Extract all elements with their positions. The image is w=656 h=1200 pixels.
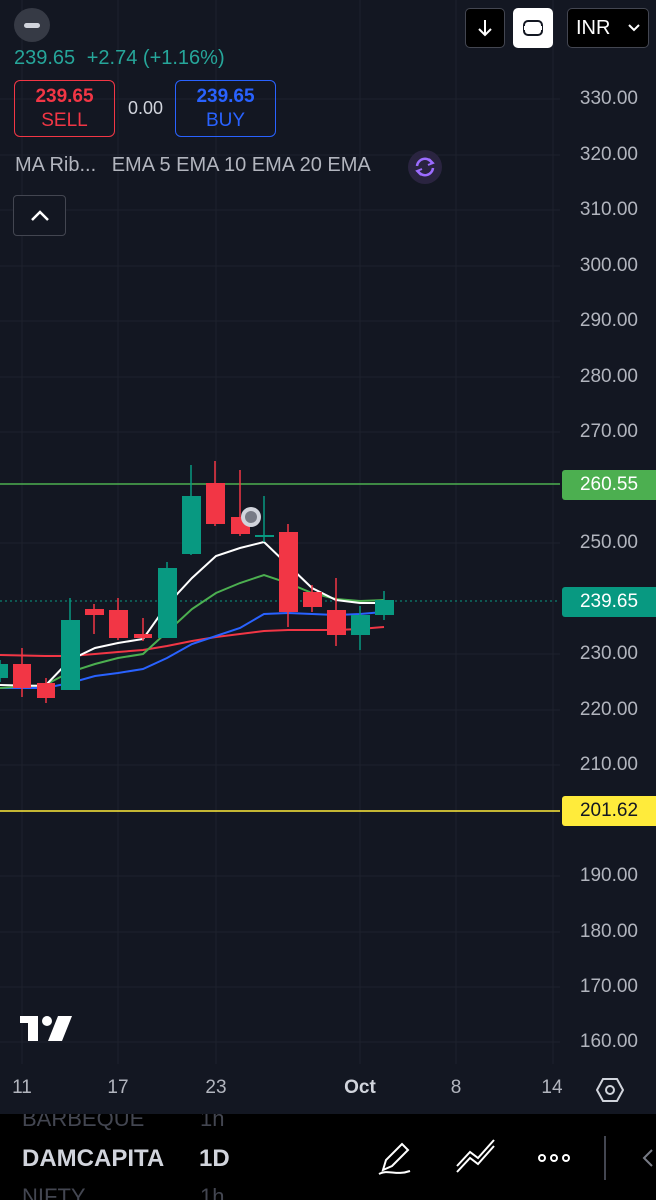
price-tick: 220.00: [579, 699, 638, 720]
price-tick: 270.00: [579, 421, 638, 442]
chevron-left-icon: [642, 1149, 653, 1167]
time-tick: 14: [541, 1077, 563, 1098]
time-tick: Oct: [344, 1077, 376, 1098]
draw-button[interactable]: [374, 1136, 416, 1178]
price-tick: 170.00: [579, 976, 638, 997]
arrow-down-icon: [478, 20, 492, 37]
ema20-line: [0, 611, 385, 689]
price-tick: 330.00: [579, 88, 638, 109]
quote-line: 239.65 +2.74 (+1.16%): [14, 47, 225, 70]
price-tick: 290.00: [579, 310, 638, 331]
expand-legend-button[interactable]: [13, 195, 66, 236]
fullscreen-button[interactable]: [513, 8, 553, 48]
time-tick: 11: [12, 1077, 32, 1098]
time-tick: 23: [205, 1077, 227, 1098]
refresh-icon: [415, 157, 435, 177]
chevron-up-icon: [30, 209, 49, 221]
buy-label: BUY: [205, 110, 246, 131]
price-tick: 320.00: [579, 144, 638, 165]
symbol-selector[interactable]: DAMCAPITA 1D: [22, 1145, 382, 1173]
level-badge-201: 201.62: [562, 796, 656, 826]
level-badge-260: 260.55: [562, 470, 656, 500]
price-tick: 300.00: [579, 255, 638, 276]
ema50-line: [0, 626, 385, 657]
ema10-line: [0, 573, 385, 689]
price-tick: 230.00: [579, 643, 638, 664]
buy-price: 239.65: [196, 86, 255, 107]
next-interval: 1h: [200, 1184, 225, 1200]
next-symbol: NIFTY: [22, 1184, 86, 1200]
drawing-tools-button[interactable]: [454, 1138, 498, 1178]
chart-canvas[interactable]: [0, 0, 656, 1114]
trend-lines-icon: [456, 1139, 495, 1173]
ema5-line: [0, 540, 384, 688]
chart-settings-button[interactable]: [590, 1071, 630, 1109]
sell-label: SELL: [41, 110, 88, 131]
current-price-badge: 239.65: [562, 587, 656, 617]
watchlist-next[interactable]: NIFTY 1h: [22, 1184, 224, 1200]
download-button[interactable]: [465, 8, 505, 48]
tradingview-logo: [20, 1016, 72, 1041]
price-tick: 190.00: [579, 865, 638, 886]
frame-icon: [523, 20, 543, 36]
ema-indicator-label[interactable]: EMA 5 EMA 10 EMA 20 EMA: [111, 154, 371, 176]
sell-button[interactable]: 239.65 SELL: [14, 80, 115, 137]
collapse-button[interactable]: [14, 8, 50, 42]
scroll-left-button[interactable]: [638, 1140, 656, 1176]
watchlist-prev[interactable]: BARBEQUE 1h: [22, 1114, 224, 1132]
price-tick: 160.00: [579, 1031, 638, 1052]
price-tick: 180.00: [579, 921, 638, 942]
buy-button[interactable]: 239.65 BUY: [175, 80, 276, 137]
chevron-down-icon: [628, 24, 640, 32]
price-tick: 280.00: [579, 366, 638, 387]
pencil-icon: [378, 1142, 411, 1175]
time-tick: 8: [450, 1077, 462, 1098]
time-tick: 17: [107, 1077, 129, 1098]
indicator-loading: [408, 150, 442, 184]
ribbon-indicator-label[interactable]: MA Rib...: [15, 154, 97, 176]
toolbar-divider: [604, 1136, 606, 1180]
price-tick: 210.00: [579, 754, 638, 775]
price-tick: 250.00: [579, 532, 638, 553]
symbol-name: DAMCAPITA: [22, 1145, 165, 1172]
price-change-pct: (+1.16%): [142, 47, 225, 69]
more-dots-icon: [538, 1154, 570, 1162]
indicator-legend[interactable]: MA Rib... EMA 5 EMA 10 EMA 20 EMA: [15, 154, 371, 177]
price-change: +2.74: [86, 47, 138, 69]
sell-price: 239.65: [35, 86, 94, 107]
minus-icon: [24, 22, 40, 28]
bottom-toolbar: BARBEQUE 1h DAMCAPITA 1D NIFTY 1h: [0, 1114, 656, 1200]
currency-select[interactable]: INR: [567, 8, 649, 48]
currency-value: INR: [576, 16, 611, 39]
last-price: 239.65: [14, 47, 76, 69]
spread-value: 0.00: [128, 98, 164, 118]
prev-interval: 1h: [200, 1114, 225, 1131]
price-tick: 310.00: [579, 199, 638, 220]
price-axis[interactable]: 330.00 320.00 310.00 300.00 290.00 280.0…: [560, 0, 656, 1075]
more-button[interactable]: [538, 1144, 578, 1172]
interval-value[interactable]: 1D: [199, 1145, 230, 1172]
hexagon-settings-icon: [596, 1078, 624, 1102]
candles: [0, 461, 394, 703]
event-marker-icon: [241, 507, 261, 527]
prev-symbol: BARBEQUE: [22, 1114, 145, 1131]
chart-area[interactable]: INR 239.65 +2.74 (+1.16%) 239.65 SELL 0.…: [0, 0, 656, 1114]
